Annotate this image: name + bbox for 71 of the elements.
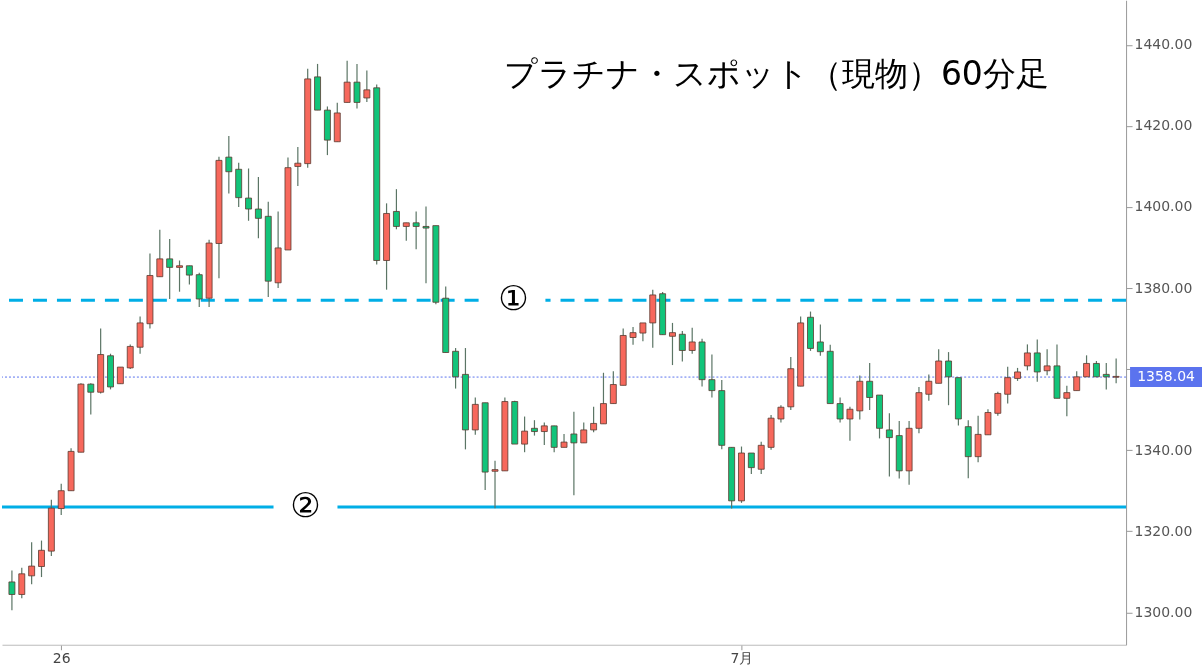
y-tick-label: 1380.00 — [1134, 279, 1193, 296]
candlestick — [540, 422, 548, 446]
candlestick — [935, 348, 943, 384]
candlestick — [708, 353, 716, 399]
candlestick — [87, 382, 95, 416]
candlestick — [925, 373, 933, 402]
candlestick — [225, 135, 233, 195]
candlestick — [639, 322, 647, 342]
candlestick — [245, 167, 252, 222]
candlestick — [521, 415, 528, 453]
y-tick-label: 1300.00 — [1134, 603, 1193, 620]
candlestick — [550, 425, 558, 453]
candlestick — [1073, 370, 1081, 392]
candlestick — [836, 396, 844, 424]
candlestick — [185, 265, 193, 286]
candlestick — [28, 541, 36, 585]
ref-line-label: ② — [290, 484, 321, 525]
candlestick — [166, 238, 174, 300]
candlestick — [294, 146, 302, 187]
candlestick — [678, 330, 686, 363]
candlestick — [629, 326, 637, 346]
ref-line-label: ① — [498, 278, 529, 319]
candlestick — [1043, 348, 1051, 376]
candlestick — [422, 205, 430, 284]
candlestick — [156, 229, 164, 278]
candlestick — [18, 567, 26, 599]
candlestick — [757, 441, 765, 475]
candlestick — [176, 259, 183, 293]
candlestick — [609, 370, 617, 405]
y-tick-label: 1320.00 — [1134, 522, 1193, 539]
candlestick — [885, 412, 893, 478]
candlestick — [590, 406, 598, 433]
candlestick — [866, 362, 874, 411]
x-tick-label: 7月 — [730, 650, 754, 667]
candlestick — [1004, 366, 1012, 405]
candlestick — [747, 452, 755, 475]
candlestick — [1083, 354, 1090, 378]
candlestick — [570, 411, 578, 496]
candlestick — [1102, 362, 1110, 390]
candlestick — [363, 69, 371, 103]
candlestick — [846, 406, 854, 442]
candlestick — [580, 422, 588, 444]
text: プラチナ・スポット（現物）60分足 — [503, 54, 1049, 94]
candlestick — [353, 63, 361, 110]
candlestick — [393, 188, 400, 230]
candlestick — [255, 176, 262, 239]
candlestick — [974, 415, 982, 463]
y-tick-label: 1440.00 — [1134, 36, 1193, 53]
candlestick — [126, 343, 134, 370]
y-tick-label: 1400.00 — [1134, 198, 1193, 215]
candlestick — [38, 539, 45, 578]
candlestick — [945, 351, 952, 406]
y-tick-label: 1420.00 — [1134, 117, 1193, 134]
candlestick — [491, 460, 499, 509]
candlestick — [1024, 343, 1031, 371]
candlestick — [8, 569, 16, 611]
candlestick — [412, 210, 420, 250]
candlestick — [688, 327, 696, 355]
candlestick — [600, 372, 607, 425]
candlestick — [994, 391, 1002, 417]
candlestick — [1112, 357, 1120, 384]
candlestick — [984, 408, 992, 436]
candlestick — [57, 483, 65, 516]
candlestick — [343, 60, 351, 104]
candlestick — [816, 323, 824, 357]
candlestick — [669, 322, 676, 366]
y-tick-label: 1340.00 — [1134, 441, 1193, 458]
candlestick — [1033, 338, 1041, 383]
ref-line-label: 1358.04 — [1137, 368, 1196, 385]
x-tick-label: 26 — [52, 650, 71, 667]
candlestick — [1063, 385, 1071, 417]
